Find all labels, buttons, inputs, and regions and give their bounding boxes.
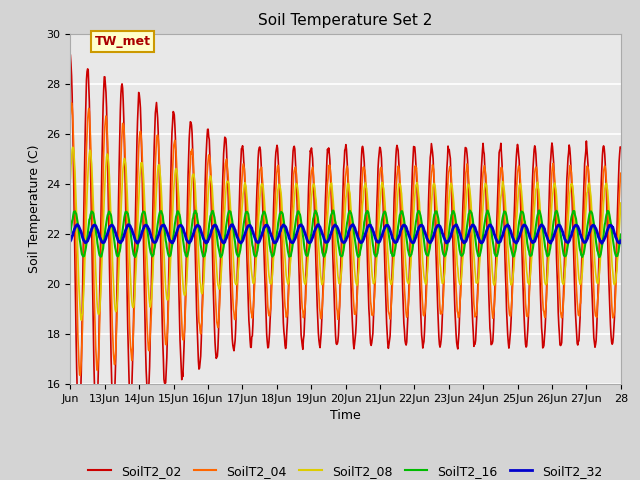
SoilT2_16 (536, 208, 543, 214)
SoilT2_08 (67, 176, 74, 181)
SoilT2_04 (68, 100, 76, 106)
Line: SoilT2_32: SoilT2_32 (70, 225, 621, 243)
Y-axis label: Soil Temperature (C): Soil Temperature (C) (28, 144, 41, 273)
Line: SoilT2_04: SoilT2_04 (70, 103, 621, 375)
SoilT2_32 (598, 240, 605, 246)
SoilT2_02 (296, 280, 303, 286)
SoilT2_08 (94, 310, 102, 315)
SoilT2_04 (599, 177, 607, 182)
SoilT2_16 (93, 234, 100, 240)
SoilT2_16 (169, 240, 177, 245)
SoilT2_32 (169, 240, 177, 246)
SoilT2_32 (93, 226, 100, 231)
SoilT2_02 (392, 166, 399, 172)
SoilT2_08 (392, 222, 399, 228)
SoilT2_04 (296, 254, 304, 260)
SoilT2_16 (217, 254, 225, 260)
Line: SoilT2_02: SoilT2_02 (70, 55, 621, 432)
SoilT2_08 (591, 253, 598, 259)
SoilT2_08 (296, 217, 304, 223)
SoilT2_08 (170, 187, 177, 193)
SoilT2_04 (392, 190, 399, 195)
SoilT2_02 (75, 430, 83, 435)
SoilT2_32 (599, 239, 607, 244)
SoilT2_08 (617, 200, 625, 206)
SoilT2_16 (591, 226, 598, 231)
Line: SoilT2_16: SoilT2_16 (70, 211, 621, 257)
SoilT2_02 (170, 108, 177, 114)
X-axis label: Time: Time (330, 409, 361, 422)
Title: Soil Temperature Set 2: Soil Temperature Set 2 (259, 13, 433, 28)
SoilT2_02 (67, 52, 74, 58)
SoilT2_02 (617, 144, 625, 150)
SoilT2_32 (617, 238, 625, 244)
SoilT2_32 (67, 238, 74, 244)
SoilT2_04 (67, 111, 74, 117)
Legend: SoilT2_02, SoilT2_04, SoilT2_08, SoilT2_16, SoilT2_32: SoilT2_02, SoilT2_04, SoilT2_08, SoilT2_… (83, 460, 608, 480)
SoilT2_04 (617, 170, 625, 176)
SoilT2_32 (295, 225, 303, 230)
SoilT2_32 (349, 222, 356, 228)
SoilT2_02 (93, 397, 101, 403)
SoilT2_02 (598, 152, 606, 158)
Line: SoilT2_08: SoilT2_08 (70, 147, 621, 320)
Text: TW_met: TW_met (95, 35, 150, 48)
SoilT2_08 (69, 144, 77, 150)
SoilT2_02 (590, 335, 598, 341)
SoilT2_04 (170, 143, 177, 148)
SoilT2_16 (296, 211, 303, 217)
SoilT2_08 (77, 317, 85, 323)
SoilT2_16 (392, 246, 399, 252)
SoilT2_04 (76, 372, 84, 378)
SoilT2_32 (392, 240, 399, 246)
SoilT2_32 (590, 223, 598, 228)
SoilT2_16 (67, 230, 74, 236)
SoilT2_08 (599, 209, 607, 215)
SoilT2_04 (94, 362, 102, 368)
SoilT2_16 (599, 236, 607, 242)
SoilT2_04 (591, 302, 598, 308)
SoilT2_16 (617, 231, 625, 237)
